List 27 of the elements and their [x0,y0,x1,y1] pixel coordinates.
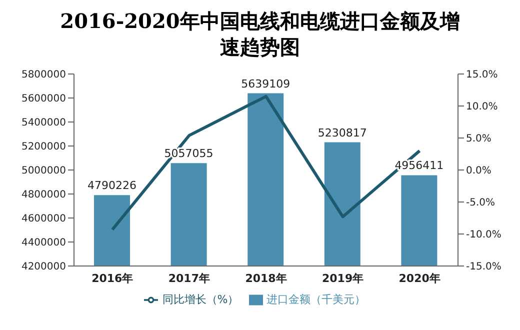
data-label: 5230817 [318,126,367,140]
x-tick-label: 2018年 [245,272,287,285]
y2-tick-label: -15.0% [466,262,502,273]
y2-tick-label: 15.0% [466,70,498,81]
y2-tick-label: -10.0% [466,230,502,241]
y-tick-label: 5800000 [21,70,66,81]
y-tick-label: 5400000 [21,118,66,129]
y-tick-label: 5600000 [21,94,66,105]
x-tick-label: 2016年 [92,272,134,285]
data-label: 5639109 [241,77,290,90]
legend-label: 进口金额（千美元） [266,293,366,306]
data-label: 4790226 [88,179,136,192]
y2-tick-label: 10.0% [466,102,498,113]
y-tick-label: 4400000 [21,238,66,249]
y-tick-label: 4200000 [21,262,66,273]
x-tick-label: 2019年 [322,272,364,285]
y-tick-label: 5000000 [21,166,66,177]
y-tick-label: 4800000 [21,190,66,201]
chart-title: 2016-2020年中国电线和电缆进口金额及增速趋势图 [59,8,461,60]
y2-tick-label: 5.0% [466,134,492,145]
legend-label: 同比增长（%） [162,293,239,306]
x-tick-label: 2020年 [398,272,440,285]
y-tick-label: 4600000 [21,214,66,225]
y2-tick-label: -5.0% [466,198,496,209]
y-tick-label: 5200000 [21,142,66,153]
y2-tick-label: 0.0% [466,166,492,177]
x-tick-label: 2017年 [168,272,210,285]
